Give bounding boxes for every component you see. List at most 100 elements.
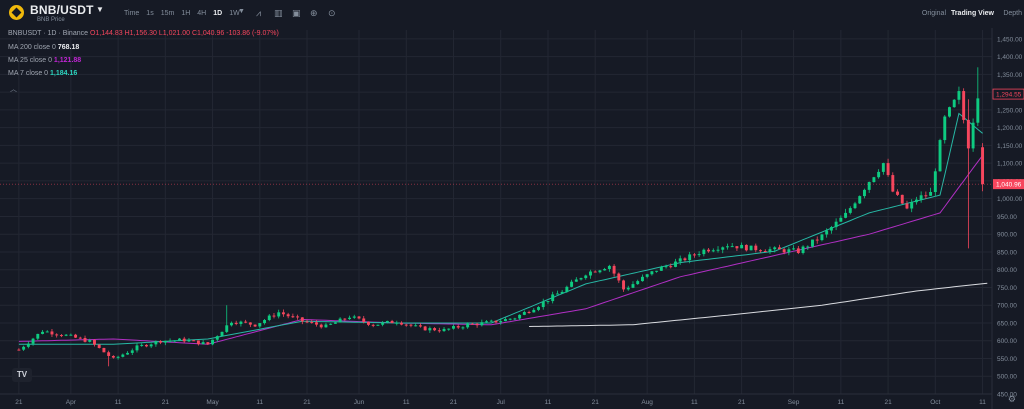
candle-body — [872, 177, 876, 183]
x-tick-label: Jun — [354, 399, 365, 406]
candle-body — [678, 258, 682, 262]
x-tick-label: 21 — [738, 399, 746, 406]
settings-icon[interactable]: ⊙ — [328, 8, 336, 18]
candle-body — [248, 322, 252, 325]
candle-body — [36, 333, 40, 339]
chart-type-icon[interactable]: ▥ — [274, 8, 283, 18]
candle-body — [787, 249, 791, 253]
candle-body — [532, 309, 536, 313]
y-tick-label: 1,250.00 — [997, 107, 1023, 114]
candle-body — [173, 340, 177, 342]
y-tick-label: 550.00 — [997, 356, 1017, 363]
indicators-icon[interactable]: ⩘ — [256, 8, 262, 18]
interval-4h[interactable]: 4H — [197, 10, 207, 17]
candle-body — [466, 323, 470, 328]
price-chart[interactable]: 1,450.001,400.001,350.001,300.001,250.00… — [0, 28, 1024, 409]
candle-body — [792, 248, 796, 250]
camera-icon[interactable]: ▣ — [292, 8, 301, 18]
x-tick-label: 11 — [403, 399, 410, 406]
candle-body — [740, 244, 744, 249]
y-tick-label: 600.00 — [997, 338, 1017, 345]
y-tick-label: 1,400.00 — [997, 54, 1023, 61]
candle-body — [801, 246, 805, 254]
candle-body — [475, 323, 479, 326]
candle-body — [664, 266, 668, 268]
candle-body — [333, 322, 337, 324]
y-tick-label: 1,350.00 — [997, 72, 1023, 79]
x-tick-label: Oct — [930, 399, 940, 406]
legend-ma7-label: MA 7 close 0 — [8, 70, 49, 77]
interval-1h[interactable]: 1H — [181, 10, 191, 17]
candle-body — [853, 203, 857, 209]
candle-body — [281, 312, 285, 315]
x-tick-label: Jul — [497, 399, 506, 406]
candle-body — [697, 254, 701, 256]
legend-ma25[interactable]: MA 25 close 0 1,121.88 — [8, 57, 81, 64]
candle-body — [88, 339, 92, 342]
candle-body — [107, 352, 111, 356]
candle-body — [617, 273, 621, 281]
candle-body — [900, 194, 904, 204]
interval-bar: Time 1s 15m 1H 4H 1D 1W — [124, 10, 247, 17]
candle-body — [414, 325, 418, 327]
legend-ma200-label: MA 200 close 0 — [8, 44, 56, 51]
candle-body — [768, 249, 772, 252]
candle-body — [461, 327, 465, 329]
candle-body — [201, 342, 205, 345]
candle-body — [211, 339, 215, 345]
legend-ma200[interactable]: MA 200 close 0 768.18 — [8, 44, 79, 51]
pair-selector[interactable]: BNB/USDT — [30, 3, 94, 17]
candle-body — [485, 321, 489, 323]
candle-body — [300, 317, 304, 322]
candle-body — [263, 320, 266, 324]
view-trading-view[interactable]: Trading View — [950, 10, 994, 17]
candle-body — [244, 321, 248, 323]
candle-body — [777, 247, 781, 250]
candle-body — [607, 265, 611, 270]
candle-body — [891, 175, 895, 192]
legend-symbol: BNBUSDT · 1D · Binance — [8, 30, 89, 37]
bnb-logo-icon — [9, 5, 24, 20]
candle-body — [796, 248, 800, 254]
candle-body — [981, 147, 985, 185]
view-original[interactable]: Original — [921, 10, 946, 17]
interval-1s[interactable]: 1s — [146, 10, 154, 17]
candle-body — [806, 246, 810, 248]
y-tick-label: 800.00 — [997, 267, 1017, 274]
candle-body — [503, 319, 507, 322]
candle-body — [390, 320, 394, 324]
gear-icon[interactable]: ⚙ — [1007, 394, 1016, 404]
y-tick-label: 950.00 — [997, 214, 1017, 221]
candle-body — [716, 249, 720, 251]
legend-ma7[interactable]: MA 7 close 0 1,184.16 — [8, 70, 77, 77]
caret-down-icon[interactable]: ▼ — [96, 5, 104, 14]
view-depth[interactable]: Depth — [1003, 10, 1022, 17]
legend-high: H1,156.30 — [124, 30, 157, 37]
candle-body — [192, 340, 196, 342]
candle-body — [527, 311, 531, 313]
collapse-legend-icon[interactable]: ︿ — [10, 86, 17, 93]
legend-close: C1,040.96 — [192, 30, 225, 37]
more-intervals-icon[interactable]: ▼ — [238, 8, 245, 15]
interval-15m[interactable]: 15m — [160, 10, 175, 17]
candle-body — [111, 355, 115, 358]
candle-body — [938, 140, 942, 172]
x-tick-label: Sep — [788, 399, 800, 406]
x-tick-label: 11 — [979, 399, 986, 406]
y-tick-label: 450.00 — [997, 392, 1017, 399]
x-tick-label: 21 — [162, 399, 170, 406]
candle-body — [45, 331, 49, 333]
candle-body — [877, 171, 881, 178]
candle-body — [310, 322, 314, 324]
candle-body — [574, 279, 578, 282]
candle-body — [622, 280, 626, 290]
interval-time[interactable]: Time — [124, 10, 140, 17]
candle-body — [551, 294, 555, 302]
interval-1w[interactable]: 1W — [229, 10, 240, 17]
candle-body — [50, 331, 54, 335]
y-tick-label: 700.00 — [997, 303, 1017, 310]
candle-body — [182, 338, 186, 342]
candle-body — [645, 274, 649, 277]
add-icon[interactable]: ⊕ — [310, 8, 318, 18]
interval-1d[interactable]: 1D — [213, 10, 223, 17]
